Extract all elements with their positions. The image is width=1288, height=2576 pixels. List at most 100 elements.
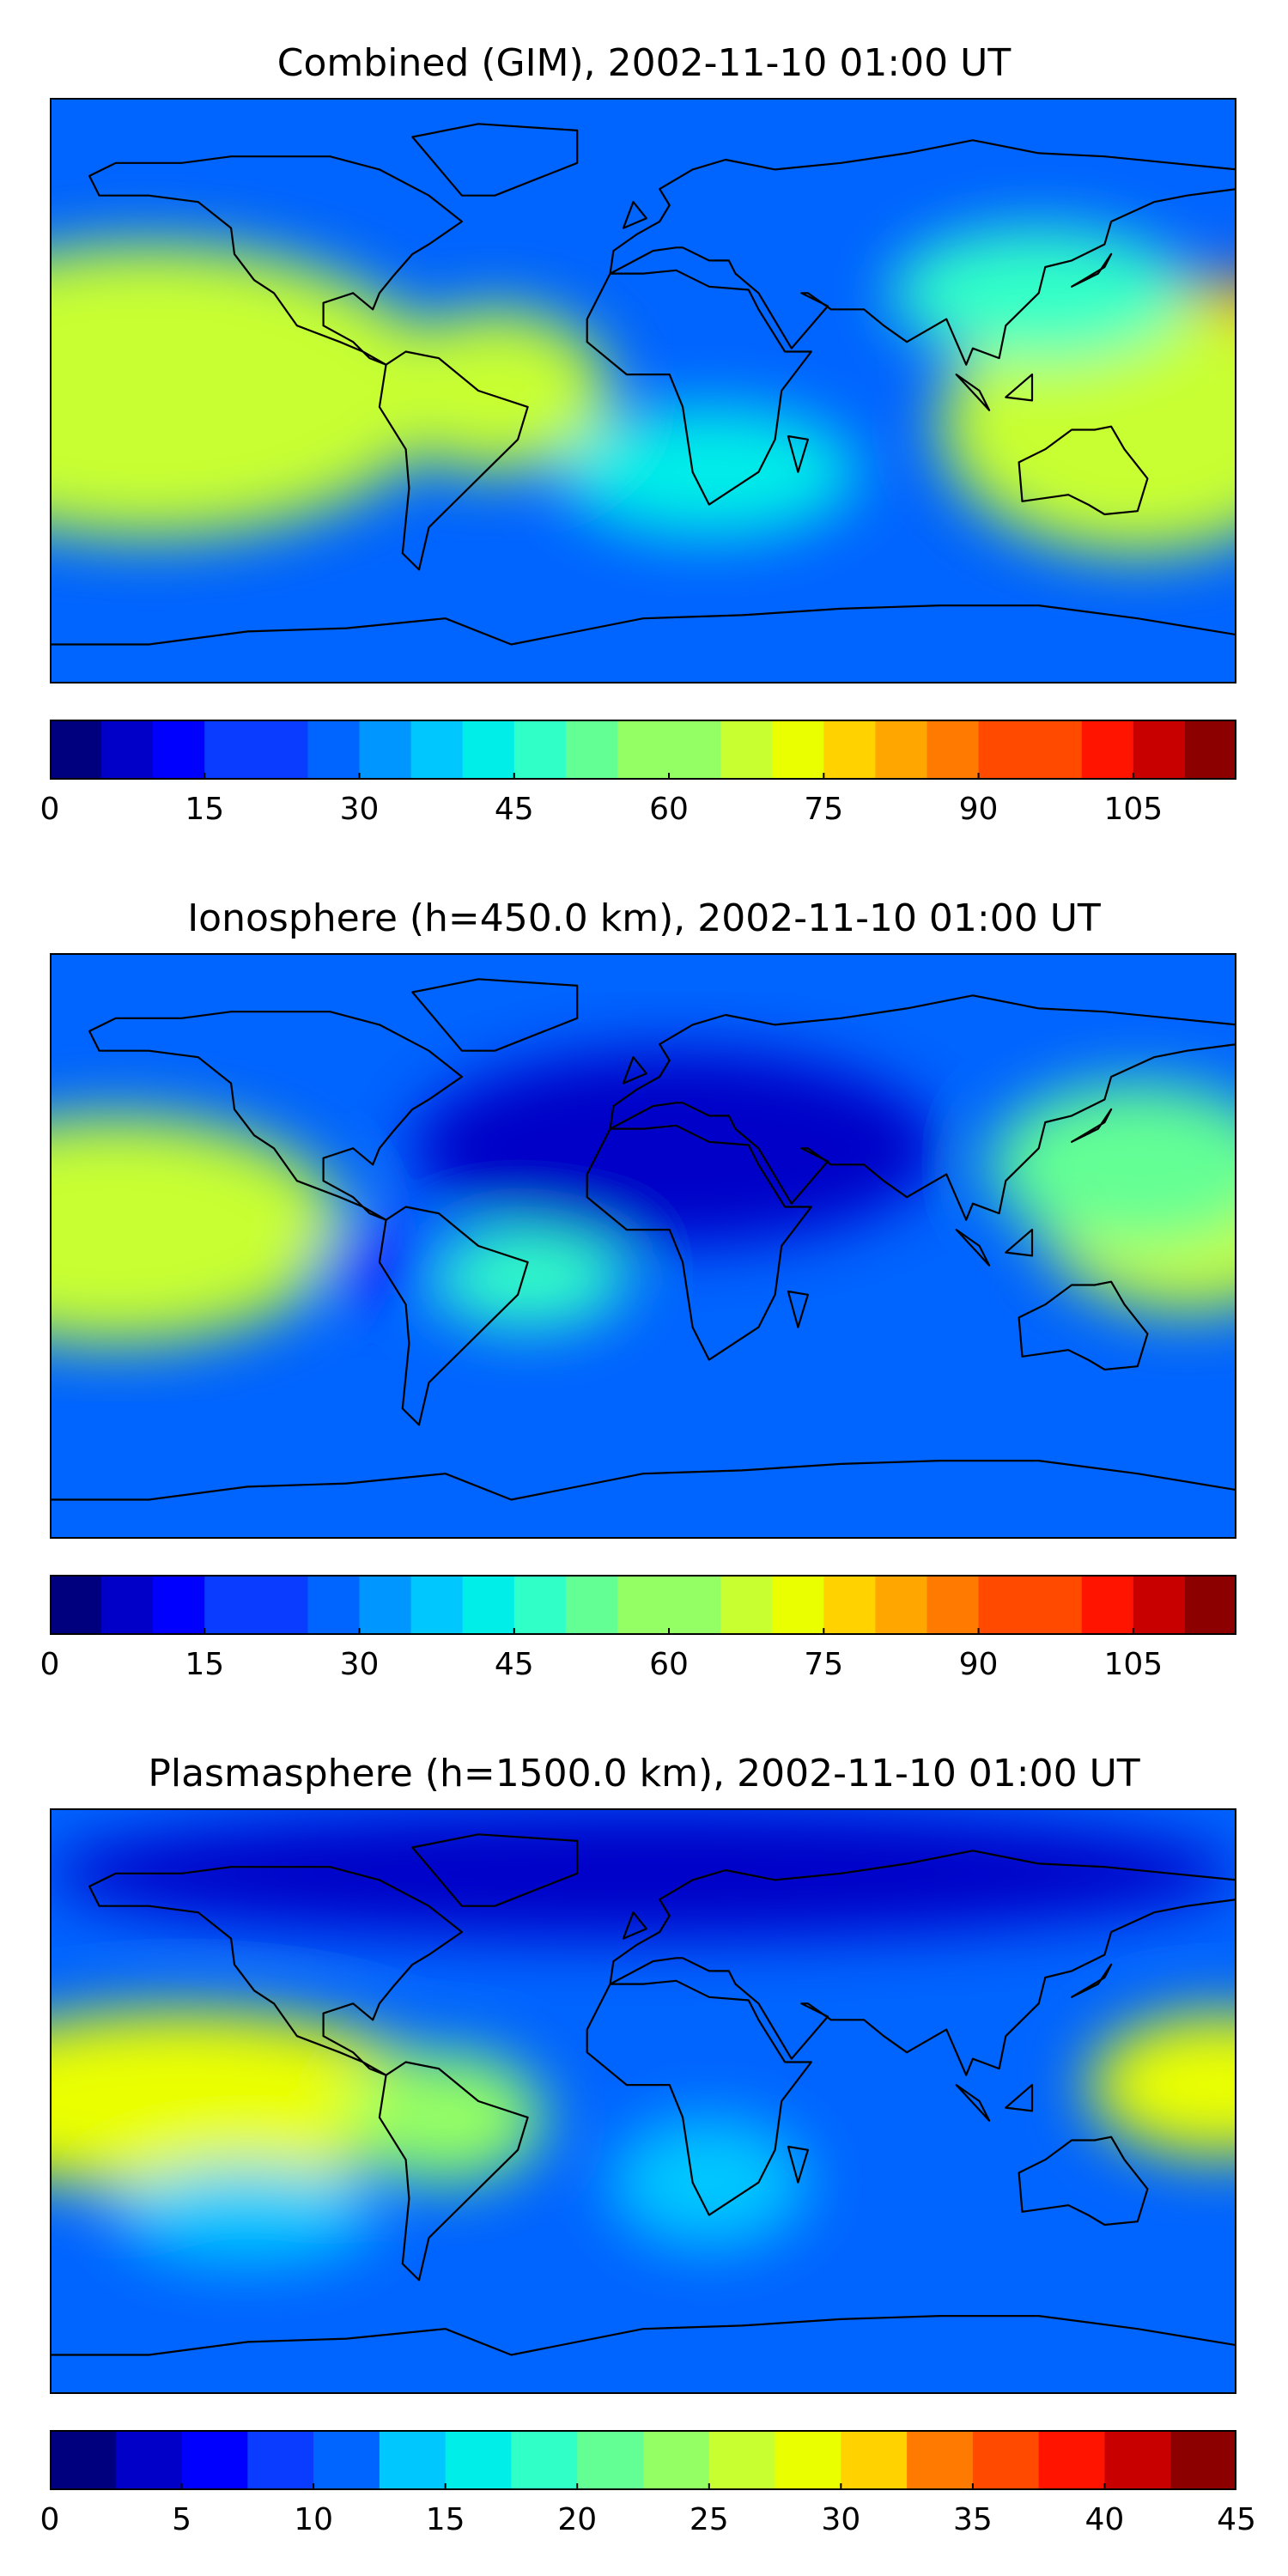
colorbar-segment xyxy=(823,720,876,780)
colorbar-segment xyxy=(577,2430,644,2490)
colorbar-segment xyxy=(153,1575,205,1635)
colorbar-segment xyxy=(115,2430,183,2490)
colorbar-tick-label: 45 xyxy=(494,792,534,827)
tec-map-panel-3 xyxy=(50,1808,1236,2394)
colorbar-segment xyxy=(513,1575,567,1635)
colorbar-segment xyxy=(823,1575,876,1635)
coastline xyxy=(411,123,579,197)
colorbar-segment xyxy=(445,2430,513,2490)
colorbar-frame xyxy=(50,1575,1236,1635)
colorbar-tick-label: 30 xyxy=(821,2502,861,2537)
colorbar-segment xyxy=(978,1575,1031,1635)
colorbar-ticks-panel-2: 0 15 30 45 60 75 90 105 xyxy=(40,1647,1236,1690)
colorbar-tick-label: 75 xyxy=(804,1647,844,1682)
coastline xyxy=(586,269,812,506)
colorbar-segment xyxy=(775,2430,841,2490)
colorbar-segment xyxy=(181,2430,248,2490)
colorbar-segment xyxy=(50,1575,102,1635)
colorbar-frame xyxy=(50,2430,1236,2490)
colorbar-segment xyxy=(307,1575,361,1635)
colorbar-segment xyxy=(772,720,824,780)
coastline xyxy=(88,1011,463,1221)
colorbar-segment xyxy=(204,1575,257,1635)
colorbar-tick-label: 0 xyxy=(39,1647,60,1682)
colorbar-tick-label: 15 xyxy=(425,2502,465,2537)
coastline xyxy=(622,201,647,229)
map-frame xyxy=(50,1808,1236,2394)
tec-contour xyxy=(50,1808,1236,1939)
colorbar-ticks-panel-3: 0 5 10 15 20 25 30 35 40 45 xyxy=(40,2502,1256,2545)
colorbar-tick-label: 45 xyxy=(494,1647,534,1682)
colorbar-segment xyxy=(565,1575,618,1635)
tec-contour xyxy=(428,1230,627,1327)
colorbar-segment xyxy=(1184,720,1236,780)
coastline xyxy=(1018,1280,1149,1371)
colorbar-segment xyxy=(313,2430,380,2490)
colorbar-segment xyxy=(978,720,1031,780)
colorbar-segment xyxy=(256,1575,309,1635)
colorbar-segment xyxy=(204,720,257,780)
colorbar-segment xyxy=(513,720,567,780)
coastline xyxy=(609,1850,1236,2076)
map-frame xyxy=(50,98,1236,683)
colorbar-segment xyxy=(708,2430,776,2490)
colorbar-segment xyxy=(359,720,412,780)
colorbar-segment xyxy=(50,720,102,780)
tec-contour xyxy=(50,244,446,538)
tec-map-panel-1 xyxy=(50,98,1236,683)
colorbar-segment xyxy=(511,2430,578,2490)
tec-contour xyxy=(939,293,1236,554)
colorbar-segment xyxy=(462,1575,515,1635)
coastline xyxy=(1005,374,1034,402)
colorbar-segment xyxy=(1133,720,1186,780)
colorbar-segment xyxy=(927,720,980,780)
colorbar-tick-label: 45 xyxy=(1217,2502,1256,2537)
colorbar-segment xyxy=(1081,720,1134,780)
colorbar-segment xyxy=(462,720,515,780)
coastline xyxy=(955,1229,991,1267)
colorbar-segment xyxy=(1030,720,1083,780)
colorbar-tick-label: 90 xyxy=(958,1647,999,1682)
colorbar-tick-label: 60 xyxy=(649,1647,689,1682)
colorbar-tick-label: 25 xyxy=(689,2502,729,2537)
coastline xyxy=(787,434,809,473)
coastline xyxy=(609,994,1236,1221)
colorbar-segment xyxy=(410,1575,464,1635)
tec-contour xyxy=(50,1115,347,1344)
coastline xyxy=(622,1056,647,1084)
colorbar-segment xyxy=(307,720,361,780)
coastline xyxy=(1018,425,1149,516)
colorbar-panel-2 xyxy=(50,1575,1236,1635)
colorbar-segment xyxy=(359,1575,412,1635)
tec-contour xyxy=(1088,2013,1236,2157)
tec-contour xyxy=(610,2117,808,2248)
colorbar-segment xyxy=(101,1575,154,1635)
colorbar-panel-1 xyxy=(50,720,1236,780)
tec-field xyxy=(50,228,1236,554)
tec-map-panel-2 xyxy=(50,953,1236,1539)
coastline xyxy=(50,2315,1236,2394)
colorbar-tick-label: 5 xyxy=(172,2502,191,2537)
colorbar-tick-label: 35 xyxy=(952,2502,993,2537)
coastline xyxy=(1071,252,1113,288)
coastline xyxy=(586,1124,812,1361)
colorbar-segment xyxy=(50,2430,117,2490)
colorbar-segment xyxy=(101,720,154,780)
coastline xyxy=(1071,1963,1113,1998)
colorbar-segment xyxy=(841,2430,908,2490)
colorbar-tick-label: 40 xyxy=(1084,2502,1125,2537)
tec-field xyxy=(50,1050,1236,1344)
colorbar-segment xyxy=(643,2430,710,2490)
colorbar-segment xyxy=(153,720,205,780)
colorbar-segment xyxy=(617,720,670,780)
tec-contour xyxy=(561,406,858,538)
coastline xyxy=(1005,1229,1034,1257)
colorbar-segment xyxy=(379,2430,447,2490)
colorbar-tick-label: 30 xyxy=(339,792,380,827)
coastline xyxy=(609,139,1236,366)
panel-title: Combined (GIM), 2002-11-10 01:00 UT xyxy=(276,41,1012,85)
colorbar-segment xyxy=(720,720,773,780)
coastline xyxy=(411,1833,579,1907)
tec-contour xyxy=(346,2052,544,2183)
colorbar-tick-label: 10 xyxy=(294,2502,334,2537)
